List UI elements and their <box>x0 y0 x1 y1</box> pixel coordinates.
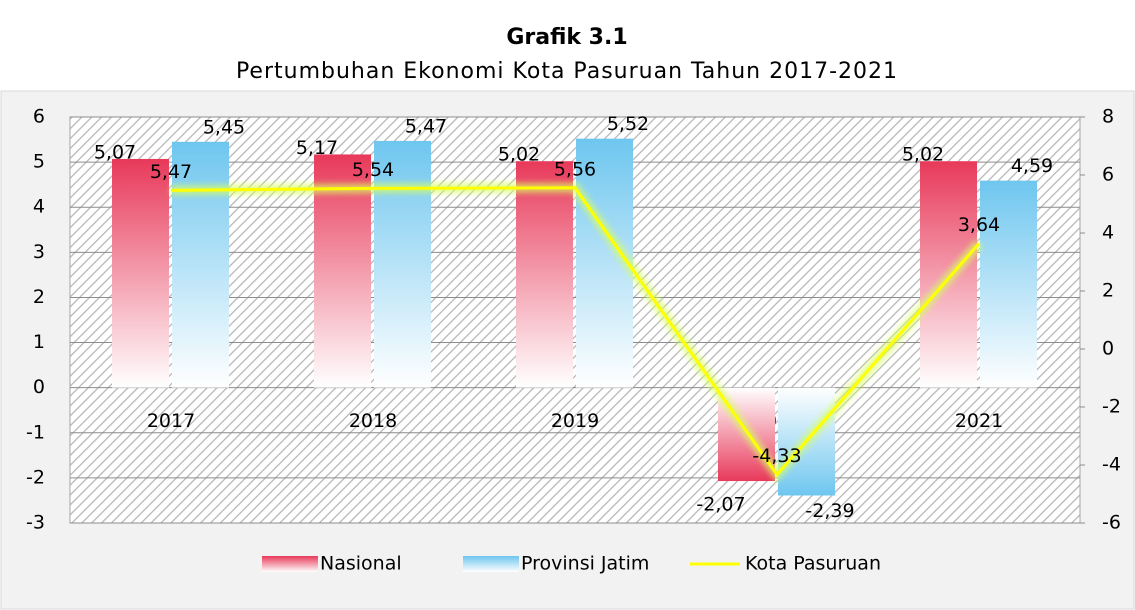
data-label: 5,17 <box>296 137 338 159</box>
y2-tick-label: 4 <box>1102 222 1114 244</box>
y2-tick-label: -2 <box>1102 396 1121 418</box>
y-tick-label: 3 <box>33 241 45 263</box>
data-label: 3,64 <box>958 214 1000 236</box>
line <box>170 186 981 477</box>
y-tick-label: -2 <box>26 466 45 488</box>
data-label: 5,47 <box>405 115 447 137</box>
data-label: 5,07 <box>94 141 136 163</box>
data-label: 5,02 <box>902 144 944 166</box>
y-tick-label: -3 <box>26 512 45 534</box>
data-label: -4,33 <box>752 445 801 467</box>
bar <box>112 158 169 388</box>
x-tick-label: 2017 <box>147 410 195 432</box>
data-label: -2,39 <box>805 500 854 522</box>
data-label: -2,07 <box>696 494 745 516</box>
y-tick-label: 4 <box>33 196 45 218</box>
data-label: 5,56 <box>554 158 596 180</box>
x-tick-label: 2018 <box>349 410 397 432</box>
y2-tick-label: 2 <box>1102 280 1114 302</box>
y2-tick-label: -6 <box>1102 512 1121 534</box>
y-tick-label: 1 <box>33 331 45 353</box>
legend-swatch <box>463 556 519 572</box>
x-tick-label: 2019 <box>551 410 599 432</box>
legend-label: Kota Pasuruan <box>745 553 881 575</box>
data-label: 5,02 <box>498 144 540 166</box>
legend-label: Provinsi Jatim <box>521 553 649 575</box>
x-tick-label: 2021 <box>955 410 1003 432</box>
legend-label: Nasional <box>320 553 402 575</box>
data-label: 5,45 <box>203 116 245 138</box>
data-label: 5,47 <box>150 161 192 183</box>
y-tick-label: 5 <box>33 151 45 173</box>
y2-tick-label: 0 <box>1102 338 1114 360</box>
y-tick-label: 6 <box>33 106 45 128</box>
bar <box>374 140 431 388</box>
chart-subtitle: Pertumbuhan Ekonomi Kota Pasuruan Tahun … <box>236 59 898 84</box>
legend-swatch <box>262 556 318 572</box>
data-label: 4,59 <box>1011 155 1053 177</box>
y2-tick-label: 8 <box>1102 106 1114 128</box>
chart-title: Grafik 3.1 <box>506 25 627 50</box>
y-tick-label: 0 <box>33 376 45 398</box>
y2-tick-label: 6 <box>1102 164 1114 186</box>
bar <box>172 141 229 388</box>
data-label: 5,54 <box>352 159 394 181</box>
data-label: 5,52 <box>607 113 649 135</box>
bar <box>516 161 573 388</box>
y-tick-label: 2 <box>33 286 45 308</box>
y2-tick-label: -4 <box>1102 454 1121 476</box>
bar <box>980 180 1037 388</box>
y-tick-label: -1 <box>26 421 45 443</box>
